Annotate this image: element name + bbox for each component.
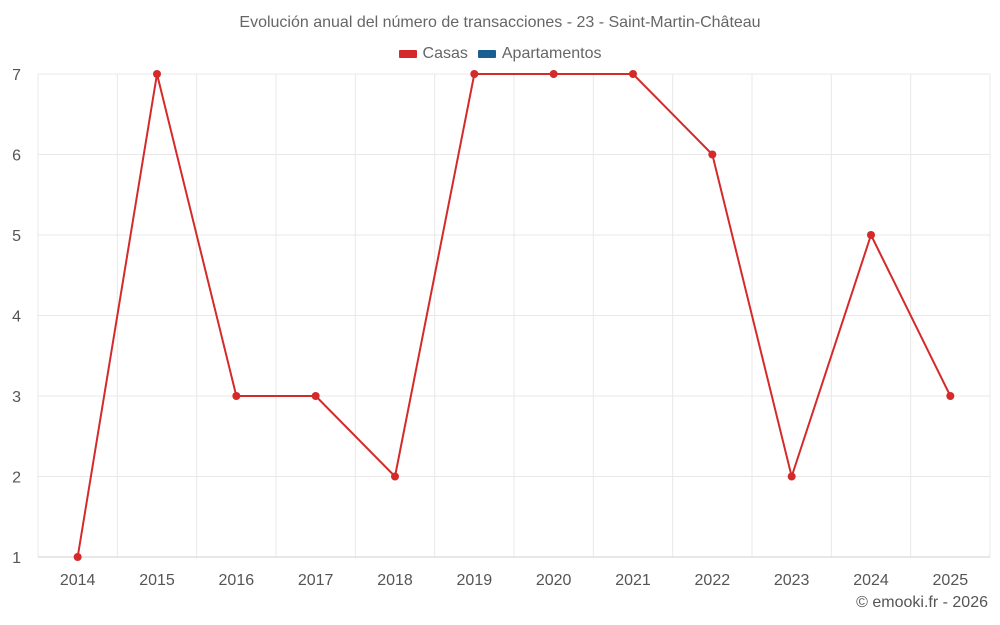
data-point xyxy=(787,472,796,481)
y-tick-label: 4 xyxy=(12,309,21,326)
data-point xyxy=(232,392,241,400)
x-tick-label: 2016 xyxy=(219,572,255,589)
chart-legend: Casas Apartamentos xyxy=(0,45,1000,63)
x-tick-label: 2024 xyxy=(853,572,889,589)
data-point xyxy=(470,70,479,78)
x-tick-label: 2025 xyxy=(933,572,969,589)
x-tick-label: 2023 xyxy=(774,572,810,589)
data-point xyxy=(549,70,558,78)
legend-item-casas[interactable]: Casas xyxy=(398,45,468,63)
y-tick-label: 7 xyxy=(12,67,21,84)
copyright-text: © emooki.fr - 2026 xyxy=(856,594,988,611)
x-tick-label: 2020 xyxy=(536,572,572,589)
data-point xyxy=(708,150,717,159)
data-point xyxy=(73,553,82,561)
y-tick-label: 1 xyxy=(12,550,21,567)
y-tick-label: 5 xyxy=(12,228,21,245)
data-point xyxy=(867,231,875,239)
series-line-casas xyxy=(76,73,952,558)
x-tick-label: 2014 xyxy=(60,572,96,589)
x-tick-label: 2022 xyxy=(695,572,731,589)
legend-swatch-apartamentos xyxy=(477,50,496,58)
y-tick-label: 3 xyxy=(12,389,21,406)
data-point xyxy=(946,392,955,400)
legend-swatch-casas xyxy=(398,50,417,58)
data-point xyxy=(153,70,161,78)
x-tick-label: 2018 xyxy=(377,572,413,589)
x-tick-label: 2017 xyxy=(298,572,334,589)
x-tick-label: 2019 xyxy=(457,572,493,589)
legend-label-apartamentos: Apartamentos xyxy=(501,45,602,62)
data-point xyxy=(391,472,399,481)
y-tick-label: 2 xyxy=(12,470,21,487)
y-tick-label: 6 xyxy=(12,148,21,165)
x-tick-label: 2021 xyxy=(615,572,651,589)
legend-item-apartamentos[interactable]: Apartamentos xyxy=(477,45,602,63)
x-tick-label: 2015 xyxy=(139,572,175,589)
legend-label-casas: Casas xyxy=(422,45,468,62)
chart-title: Evolución anual del número de transaccio… xyxy=(239,14,761,31)
data-point xyxy=(311,392,320,400)
data-point xyxy=(629,70,637,78)
